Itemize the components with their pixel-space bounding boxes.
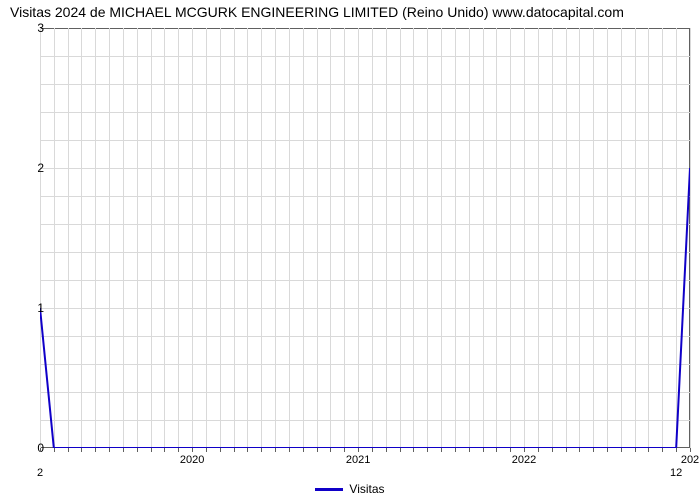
x-minor-tick xyxy=(593,448,594,452)
y-tick-label: 1 xyxy=(14,301,44,315)
x-minor-tick xyxy=(427,448,428,452)
x-tick-label-right-edge: 202 xyxy=(681,454,699,466)
x-minor-tick xyxy=(137,448,138,452)
x-minor-tick xyxy=(648,448,649,452)
x-minor-tick xyxy=(247,448,248,452)
x-secondary-right: 12 xyxy=(670,467,682,479)
x-minor-tick xyxy=(164,448,165,452)
x-minor-tick xyxy=(469,448,470,452)
x-minor-tick xyxy=(483,448,484,452)
legend: Visitas xyxy=(0,482,700,496)
x-minor-tick xyxy=(690,448,691,452)
x-minor-tick xyxy=(510,448,511,452)
x-minor-tick xyxy=(178,448,179,452)
y-tick-label: 3 xyxy=(14,21,44,35)
x-minor-tick xyxy=(261,448,262,452)
legend-swatch xyxy=(315,488,343,491)
x-minor-tick xyxy=(109,448,110,452)
x-minor-tick xyxy=(68,448,69,452)
chart-title: Visitas 2024 de MICHAEL MCGURK ENGINEERI… xyxy=(10,4,624,20)
x-minor-tick xyxy=(81,448,82,452)
x-tick-label: 2021 xyxy=(346,454,370,466)
x-tick-label: 2020 xyxy=(180,454,204,466)
gridline-v xyxy=(690,28,691,448)
x-minor-tick xyxy=(676,448,677,452)
x-minor-tick xyxy=(400,448,401,452)
x-minor-tick xyxy=(40,448,41,452)
x-minor-tick xyxy=(552,448,553,452)
x-minor-tick xyxy=(621,448,622,452)
x-minor-tick xyxy=(317,448,318,452)
chart-area xyxy=(40,28,690,448)
x-minor-tick xyxy=(151,448,152,452)
x-minor-tick xyxy=(607,448,608,452)
x-minor-tick xyxy=(289,448,290,452)
legend-label: Visitas xyxy=(349,482,384,496)
plot-area xyxy=(40,28,690,448)
x-minor-tick xyxy=(413,448,414,452)
y-tick-label: 2 xyxy=(14,161,44,175)
x-secondary-left: 2 xyxy=(37,467,43,479)
x-minor-tick xyxy=(441,448,442,452)
x-minor-tick xyxy=(455,448,456,452)
x-minor-tick xyxy=(579,448,580,452)
x-tick-label: 2022 xyxy=(512,454,536,466)
x-minor-tick xyxy=(192,448,193,452)
x-minor-tick xyxy=(538,448,539,452)
x-minor-tick xyxy=(372,448,373,452)
x-minor-tick xyxy=(344,448,345,452)
series-line xyxy=(40,28,690,448)
x-minor-tick xyxy=(220,448,221,452)
x-minor-tick xyxy=(234,448,235,452)
x-minor-tick xyxy=(95,448,96,452)
x-minor-tick xyxy=(303,448,304,452)
x-minor-tick xyxy=(635,448,636,452)
x-minor-tick xyxy=(386,448,387,452)
x-minor-tick xyxy=(275,448,276,452)
x-minor-tick xyxy=(206,448,207,452)
x-minor-tick xyxy=(566,448,567,452)
x-minor-tick xyxy=(358,448,359,452)
x-minor-tick xyxy=(662,448,663,452)
x-minor-tick xyxy=(330,448,331,452)
x-minor-tick xyxy=(524,448,525,452)
x-minor-tick xyxy=(54,448,55,452)
x-minor-tick xyxy=(123,448,124,452)
x-minor-tick xyxy=(496,448,497,452)
